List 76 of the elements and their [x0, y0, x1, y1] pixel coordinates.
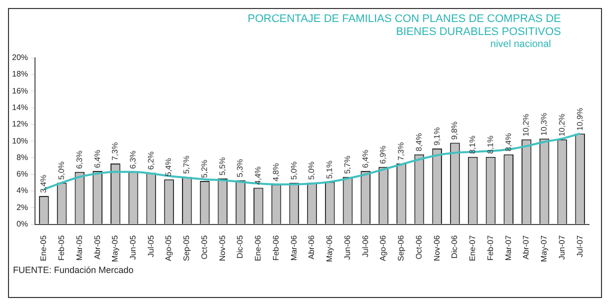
- x-tick-label: Jul-07: [575, 234, 584, 258]
- x-tick-label: Ago-05: [164, 234, 174, 262]
- source-note: FUENTE: Fundación Mercado: [12, 265, 135, 275]
- data-label: 10,2%: [557, 114, 566, 136]
- data-label: 10,9%: [575, 108, 584, 131]
- y-tick-label: 8%: [16, 152, 28, 162]
- x-tick-label: Ene-07: [468, 234, 478, 262]
- y-tick-label: 12%: [12, 120, 28, 129]
- x-tick-label: May-06: [325, 234, 334, 262]
- chart-title: PORCENTAJE DE FAMILIAS CON PLANES DE COMPRAS DE BIENES DURABLES POSITIVOS: [246, 12, 562, 39]
- y-tick-label: 6%: [16, 170, 28, 179]
- x-tick-label: Ene-06: [254, 234, 263, 262]
- x-tick-label: Nov-06: [432, 234, 442, 262]
- data-label: 5,0%: [57, 161, 66, 180]
- data-label: 4,4%: [254, 166, 263, 185]
- x-tick-label: Oct-05: [200, 234, 209, 260]
- data-label: 6,3%: [74, 150, 84, 169]
- data-label: 5,0%: [307, 161, 316, 180]
- data-label: 6,4%: [92, 150, 102, 168]
- data-label: 5,2%: [200, 160, 209, 178]
- y-tick-label: 10%: [12, 136, 28, 146]
- x-tick-label: Dic-06: [450, 234, 460, 258]
- data-label: 5,4%: [164, 158, 174, 176]
- y-tick-label: 14%: [12, 102, 28, 112]
- data-label: 7,3%: [396, 142, 406, 161]
- x-tick-label: Dic-05: [236, 234, 245, 258]
- x-tick-label: Mar-07: [504, 234, 513, 261]
- data-label: 8,4%: [504, 133, 513, 152]
- data-label: 5,7%: [342, 156, 352, 174]
- y-tick-label: 18%: [12, 70, 28, 79]
- x-tick-label: May-07: [540, 234, 549, 262]
- y-tick-label: 16%: [12, 86, 28, 96]
- data-label: 9,1%: [432, 127, 442, 146]
- data-label: 8,4%: [414, 133, 424, 152]
- y-tick-label: 2%: [16, 202, 28, 212]
- data-label: 10,2%: [522, 114, 531, 136]
- data-label: 6,2%: [146, 151, 156, 170]
- x-tick-label: Jun-05: [128, 234, 138, 260]
- data-label: 5,7%: [182, 156, 192, 174]
- data-label: 6,4%: [360, 150, 370, 168]
- x-tick-label: Jun-06: [342, 234, 352, 260]
- x-tick-label: Jul-06: [360, 234, 370, 258]
- data-label: 10,3%: [540, 112, 549, 136]
- x-tick-label: Oct-06: [414, 234, 424, 260]
- x-tick-label: Ene-05: [39, 234, 48, 262]
- data-label: 5,0%: [289, 161, 298, 180]
- data-label: 6,3%: [128, 150, 138, 169]
- x-tick-label: May-05: [110, 234, 120, 262]
- data-label: 5,1%: [325, 160, 334, 179]
- data-label: 7,3%: [110, 142, 120, 161]
- y-tick-label: 4%: [16, 186, 28, 196]
- x-tick-label: Mar-06: [289, 234, 298, 261]
- data-label: 5,3%: [236, 158, 245, 178]
- data-label: 5,5%: [218, 157, 227, 176]
- x-tick-label: Ago-06: [378, 234, 388, 262]
- x-tick-label: Nov-05: [218, 234, 227, 262]
- x-tick-label: Abr-05: [92, 234, 102, 260]
- data-label: 8,1%: [468, 136, 478, 154]
- x-tick-label: Feb-06: [271, 234, 280, 261]
- y-tick-label: 0%: [16, 220, 28, 229]
- chart-subtitle: nivel nacional: [489, 39, 552, 50]
- data-label: 8,1%: [486, 136, 495, 154]
- x-tick-label: Feb-07: [486, 234, 495, 261]
- x-tick-label: Sep-05: [182, 234, 192, 262]
- data-label: 9,8%: [450, 121, 460, 140]
- x-tick-label: Sep-06: [396, 234, 406, 262]
- data-label: 3,4%: [39, 174, 48, 194]
- x-tick-label: Jul-05: [146, 234, 156, 258]
- x-tick-label: Abr-06: [307, 234, 316, 260]
- x-tick-label: Abr-07: [522, 234, 531, 260]
- y-tick-label: 20%: [12, 53, 28, 62]
- x-tick-label: Mar-05: [74, 234, 84, 261]
- data-label: 4,8%: [271, 163, 280, 182]
- data-label: 6,9%: [378, 146, 388, 164]
- x-tick-label: Feb-05: [57, 234, 66, 261]
- x-tick-label: Jun-07: [557, 234, 566, 260]
